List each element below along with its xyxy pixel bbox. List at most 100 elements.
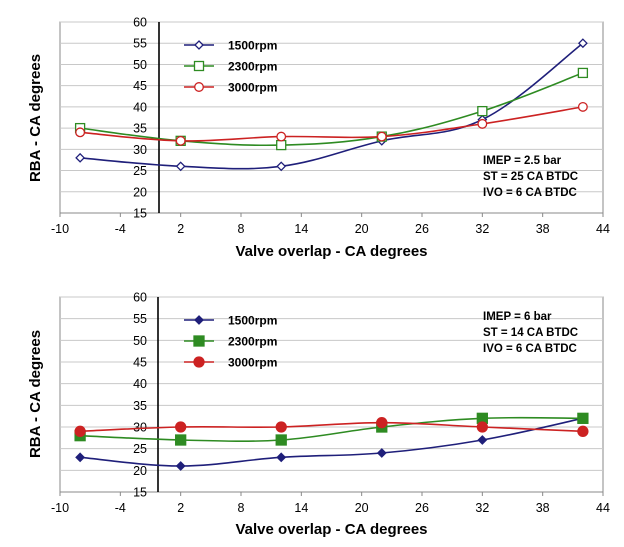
x-tick-label: 8	[238, 222, 245, 236]
series-line	[80, 417, 584, 467]
series-1500rpm	[75, 38, 588, 172]
legend-entry: 3000rpm	[184, 81, 277, 95]
legend-marker	[194, 40, 204, 50]
y-tick-label: 30	[133, 421, 147, 435]
y-tick-label: 40	[133, 377, 147, 391]
data-point	[477, 435, 488, 445]
y-tick-label: 50	[133, 58, 147, 72]
y-tick-label: 20	[133, 464, 147, 478]
series-3000rpm	[75, 101, 588, 146]
legend-label: 1500rpm	[228, 39, 277, 53]
x-tick-label: 26	[415, 501, 429, 515]
annotation-text: IVO = 6 CA BTDC	[483, 187, 577, 199]
y-tick-label: 55	[133, 37, 147, 51]
data-point	[275, 421, 287, 433]
y-tick-label: 45	[133, 79, 147, 93]
data-point	[275, 434, 287, 446]
y-tick-label: 30	[133, 143, 147, 157]
data-point	[75, 127, 86, 138]
x-tick-label: -4	[115, 501, 126, 515]
y-axis-label: RBA - CA degrees	[27, 54, 44, 182]
x-tick-label: 38	[536, 501, 550, 515]
legend-label: 2300rpm	[228, 335, 277, 349]
chart-2: 15 20 25 30 35 40 45 50 55 60 -10 -4 2 8 14 20 26 32 38 44 R…	[27, 291, 610, 539]
data-point	[276, 161, 287, 172]
data-point	[175, 434, 187, 446]
data-point	[376, 417, 388, 429]
x-tick-label: 26	[415, 222, 429, 236]
series-3000rpm	[74, 417, 589, 437]
x-tick-label: 32	[475, 501, 489, 515]
data-point	[75, 152, 86, 163]
legend-label: 3000rpm	[228, 81, 277, 95]
data-point	[476, 421, 488, 433]
x-tick-label: 14	[294, 501, 308, 515]
legend-label: 3000rpm	[228, 356, 277, 370]
legend-label: 2300rpm	[228, 60, 277, 74]
x-tick-label: 14	[294, 222, 308, 236]
data-point	[477, 118, 488, 129]
x-tick-label: 2	[177, 222, 184, 236]
data-point	[75, 452, 86, 463]
legend-entry: 1500rpm	[184, 39, 277, 53]
y-tick-label: 45	[133, 356, 147, 370]
y-tick-label: 35	[133, 122, 147, 136]
series-line	[80, 416, 583, 443]
x-axis-label: Valve overlap - CA degrees	[235, 243, 427, 260]
x-tick-label: -4	[115, 222, 126, 236]
y-tick-label: 40	[133, 100, 147, 114]
y-tick-label: 25	[133, 442, 147, 456]
x-tick-label: 8	[238, 501, 245, 515]
data-point	[577, 67, 589, 79]
y-tick-label: 20	[133, 185, 147, 199]
x-tick-label: 32	[475, 222, 489, 236]
legend-marker	[193, 335, 205, 347]
y-axis-label: RBA - CA degrees	[27, 330, 44, 458]
data-point	[175, 135, 186, 146]
series-line	[80, 106, 584, 142]
annotation-text: IMEP = 6 bar	[483, 311, 552, 323]
legend-marker	[193, 356, 205, 368]
plot-area	[59, 296, 604, 493]
y-tick-label: 50	[133, 334, 147, 348]
y-tick-label: 25	[133, 164, 147, 178]
chart-1: 15 20 25 30 35 40 45 50 55 60 -10 -4 2 8 14 20 26 32 38 44 R…	[27, 16, 610, 261]
legend-entry: 2300rpm	[184, 60, 277, 74]
legend-label: 1500rpm	[228, 314, 277, 328]
annotation-text: IMEP = 2.5 bar	[483, 155, 562, 167]
data-point	[276, 131, 287, 142]
x-tick-label: -10	[51, 501, 69, 515]
legend-entry: 3000rpm	[184, 356, 277, 370]
data-point	[175, 161, 186, 172]
x-tick-label: 44	[596, 501, 610, 515]
data-point	[577, 101, 588, 112]
series-2300rpm	[74, 412, 589, 446]
x-axis-label: Valve overlap - CA degrees	[235, 521, 427, 538]
x-tick-label: 2	[177, 501, 184, 515]
legend-entry: 2300rpm	[184, 335, 277, 349]
data-point	[74, 425, 86, 437]
y-tick-label: 60	[133, 16, 147, 30]
x-tick-label: 44	[596, 222, 610, 236]
data-point	[577, 38, 588, 49]
x-tick-label: 38	[536, 222, 550, 236]
annotation-text: IVO = 6 CA BTDC	[483, 343, 577, 355]
y-tick-label: 35	[133, 399, 147, 413]
data-point	[175, 461, 186, 471]
annotation-text: ST = 25 CA BTDC	[483, 171, 578, 183]
x-tick-label: 20	[355, 501, 369, 515]
legend-marker	[194, 315, 204, 325]
data-point	[577, 425, 589, 437]
plot-area	[59, 21, 604, 214]
data-point	[477, 105, 488, 117]
series-line	[80, 42, 584, 170]
data-point	[276, 452, 287, 463]
legend-marker	[194, 82, 204, 92]
series-line	[80, 421, 583, 433]
legend-marker	[193, 60, 205, 72]
y-tick-label: 55	[133, 312, 147, 326]
legend-entry: 1500rpm	[184, 314, 277, 328]
y-tick-label: 60	[133, 291, 147, 305]
annotation-text: ST = 14 CA BTDC	[483, 327, 578, 339]
